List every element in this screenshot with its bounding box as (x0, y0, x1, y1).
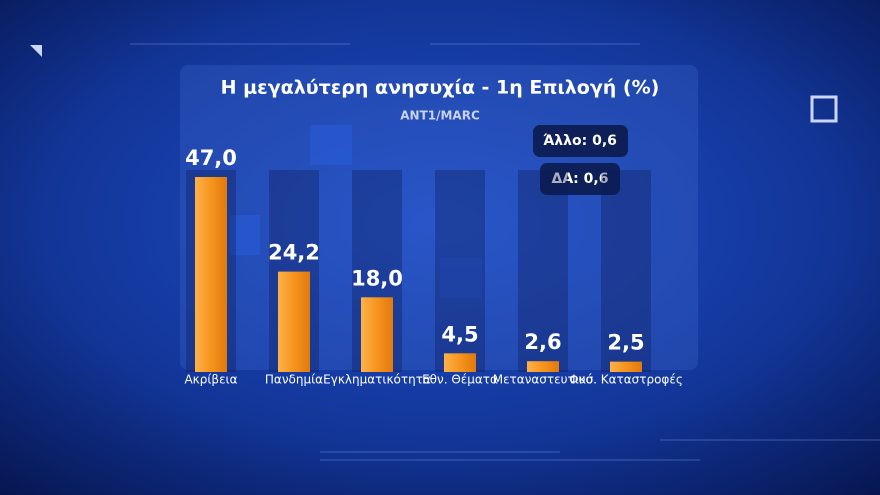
bar (610, 361, 642, 372)
x-tick-label: Ακρίβεια (184, 373, 237, 387)
value-label: 4,5 (441, 322, 478, 346)
x-tick-label: Εθν. Θέματα (422, 373, 498, 387)
bar (444, 353, 476, 372)
value-label: 18,0 (351, 266, 403, 290)
bar (195, 177, 227, 372)
chart-subtitle: ANT1/MARC (400, 109, 480, 123)
annotation: Άλλο: 0,6 (543, 133, 617, 149)
annotation: ΔΑ: 0,6 (552, 171, 609, 187)
value-label: 47,0 (185, 146, 237, 170)
x-tick-label: Πανδημία (265, 373, 323, 387)
x-tick-label: Εγκληματικότητα (323, 373, 431, 387)
corner-mark (30, 45, 42, 57)
bar (278, 271, 310, 372)
decor-lines (130, 43, 880, 461)
annotation-box (533, 125, 628, 157)
square-icon (810, 95, 838, 123)
annotation-box (540, 163, 620, 195)
value-label: 2,6 (524, 330, 561, 354)
bar (361, 297, 393, 372)
bar-column (518, 170, 568, 372)
value-label: 2,5 (607, 331, 644, 355)
decor-block (440, 258, 482, 298)
decor-block (310, 125, 352, 165)
x-tick-label: Μεταναστευτικό (493, 373, 594, 387)
x-tick-label: Φυσ. Καταστροφές (569, 373, 683, 387)
chart-title: Η μεγαλύτερη ανησυχία - 1η Επιλογή (%) (221, 77, 660, 99)
bar-column (435, 170, 485, 372)
bar-column (601, 170, 651, 372)
decor-block (230, 215, 260, 255)
value-label: 24,2 (268, 241, 320, 265)
bar (527, 361, 559, 372)
